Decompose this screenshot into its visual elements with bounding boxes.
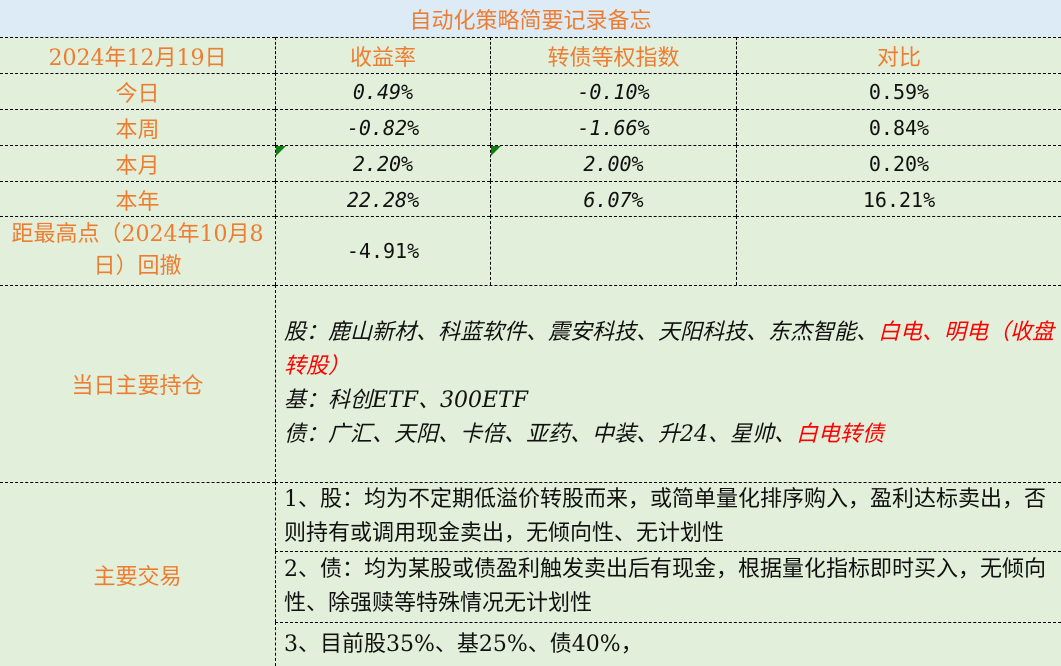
row-index: -0.10% <box>490 73 736 109</box>
index-header: 转债等权指数 <box>490 37 736 73</box>
table-title: 自动化策略简要记录备忘 <box>0 0 1061 37</box>
holdings-funds: 基：科创ETF、300ETF <box>284 388 528 413</box>
empty-cell <box>736 216 1061 285</box>
row-index: -1.66% <box>490 109 736 145</box>
row-return: 0.49% <box>275 73 490 109</box>
return-header: 收益率 <box>275 37 490 73</box>
row-label: 本周 <box>0 109 275 145</box>
holdings-content: 股：鹿山新材、科蓝软件、震安科技、天阳科技、东杰智能、白电、明电（收盘转股） 基… <box>275 285 1061 482</box>
row-return: 2.20% <box>275 145 490 181</box>
comment-marker-icon[interactable] <box>491 146 501 156</box>
drawdown-value: -4.91% <box>275 216 490 285</box>
row-return: -0.82% <box>275 109 490 145</box>
stocks-text: 股：鹿山新材、科蓝软件、震安科技、天阳科技、东杰智能、 <box>284 320 879 345</box>
drawdown-label: 距最高点（2024年10月8日）回撤 <box>0 216 275 285</box>
row-diff: 0.59% <box>736 73 1061 109</box>
trade-item: 3、目前股35%、基25%、债40%， <box>275 622 1061 666</box>
row-label: 本年 <box>0 181 275 217</box>
diff-header: 对比 <box>736 37 1061 73</box>
row-label: 本月 <box>0 145 275 181</box>
bonds-text: 债：广汇、天阳、卡倍、亚药、中装、升24、星帅、 <box>284 422 796 447</box>
holdings-stocks: 股：鹿山新材、科蓝软件、震安科技、天阳科技、东杰智能、白电、明电（收盘转股） <box>284 316 1061 384</box>
bonds-highlight: 白电转债 <box>796 422 885 447</box>
row-diff: 0.84% <box>736 109 1061 145</box>
comment-marker-icon[interactable] <box>276 146 286 156</box>
holdings-bonds: 债：广汇、天阳、卡倍、亚药、中装、升24、星帅、白电转债 <box>284 418 1061 452</box>
holdings-label: 当日主要持仓 <box>0 285 275 482</box>
trades-label: 主要交易 <box>0 482 275 666</box>
row-index: 2.00% <box>490 145 736 181</box>
row-index: 6.07% <box>490 181 736 217</box>
empty-cell <box>490 216 736 285</box>
date-header: 2024年12月19日 <box>0 37 275 73</box>
row-diff: 0.20% <box>736 145 1061 181</box>
stocks-highlight: 白电、明电（收盘转股） <box>284 320 1055 379</box>
row-label: 今日 <box>0 73 275 109</box>
row-return: 22.28% <box>275 181 490 217</box>
trade-item: 2、债：均为某股或债盈利触发卖出后有现金，根据量化指标即时买入，无倾向性、除强赎… <box>275 551 1061 622</box>
row-diff: 16.21% <box>736 181 1061 217</box>
trade-item: 1、股：均为不定期低溢价转股而来，或简单量化排序购入，盈利达标卖出，否则持有或调… <box>275 482 1061 551</box>
